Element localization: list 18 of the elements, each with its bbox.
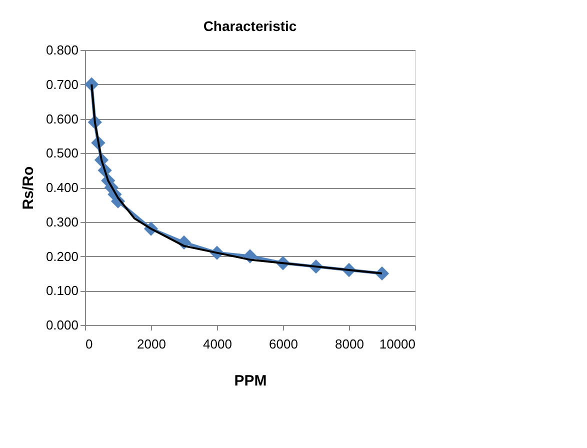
- x-tick-label: 2000: [137, 336, 166, 352]
- y-tick-label: 0.700: [46, 76, 78, 92]
- x-tick-label: 10000: [379, 336, 416, 352]
- y-tick-label: 0.100: [46, 283, 78, 298]
- x-axis-title: PPM: [234, 372, 267, 390]
- y-tick-label: 0.800: [46, 42, 78, 58]
- y-tick-label: 0.000: [46, 318, 78, 332]
- y-tick-label: 0.500: [46, 146, 78, 161]
- x-tick-label: 8000: [335, 336, 364, 352]
- y-axis-title: Rs/Ro: [20, 166, 37, 210]
- x-tick-label: 4000: [203, 336, 232, 352]
- chart-title: Characteristic: [203, 18, 297, 34]
- x-tick-label: 0: [86, 336, 93, 352]
- y-tick-label: 0.200: [46, 248, 78, 264]
- y-tick-label: 0.400: [46, 180, 78, 195]
- y-tick-label: 0.300: [46, 214, 78, 230]
- x-tick-label: 6000: [269, 336, 298, 352]
- y-tick-label: 0.600: [46, 111, 78, 126]
